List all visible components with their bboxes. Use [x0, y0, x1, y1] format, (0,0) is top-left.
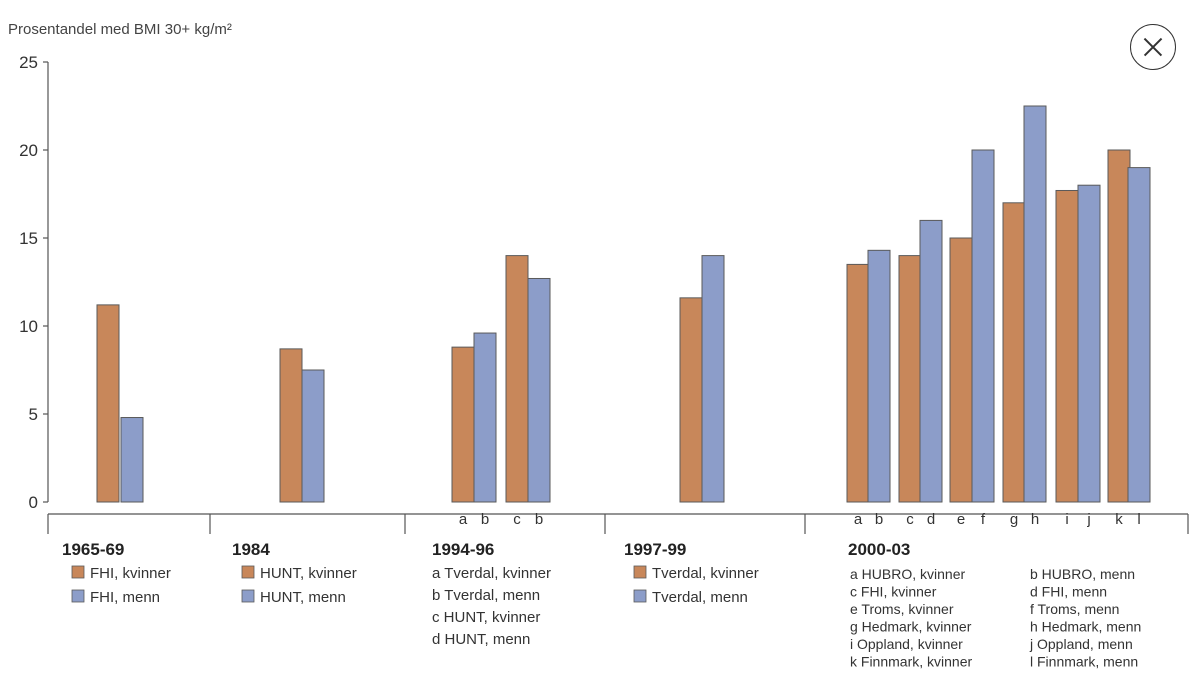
chart-legends: 1965-69 FHI, kvinner FHI, menn 1984 HUNT, kv…: [62, 540, 1141, 670]
bar-2000-03-g: [1002, 202, 1026, 503]
legend-swatch: [241, 565, 255, 579]
bar-2000-03-f: [971, 149, 995, 503]
bar-letter-label: c: [906, 511, 914, 528]
y-axis-title: Prosentandel med BMI 30+ kg/m²: [8, 21, 232, 38]
bar-2000-03-e: [949, 237, 973, 503]
legend-entry: j Oppland, menn: [1029, 636, 1133, 652]
bar-letter-label: l: [1137, 511, 1140, 528]
legend-entry: k Finnmark, kvinner: [850, 654, 972, 670]
legend-swatch: [241, 589, 255, 603]
legend-entry: f Troms, menn: [1030, 601, 1119, 617]
y-tick-label: 0: [29, 493, 38, 512]
legend-entry: d FHI, menn: [1030, 584, 1107, 600]
legend-entry: b Tverdal, menn: [432, 587, 540, 604]
bar-2000-03-b: [867, 249, 891, 503]
bar-2000-03-i: [1055, 189, 1079, 503]
bar-1994-96-a: [451, 346, 475, 503]
bar-letter-label: b: [535, 511, 543, 528]
chart-axes: 0 5 10 15 20 25: [19, 53, 1189, 534]
group-title: 1994-96: [432, 540, 494, 559]
legend-entry: FHI, kvinner: [90, 565, 171, 582]
legend-entry: FHI, menn: [90, 589, 160, 606]
bar-letter-label: g: [1010, 511, 1018, 528]
legend-entry: a Tverdal, kvinner: [432, 565, 551, 582]
legend-entry: HUNT, kvinner: [260, 565, 357, 582]
bar-letter-label: d: [927, 511, 935, 528]
bar-2000-03-k: [1107, 149, 1131, 503]
y-tick-label: 10: [19, 317, 38, 336]
group-title: 1997-99: [624, 540, 686, 559]
bar-2000-03-d: [919, 219, 943, 503]
bar-2000-03-a: [846, 263, 870, 503]
bar-letter-label: f: [981, 511, 986, 528]
legend-entry: Tverdal, kvinner: [652, 565, 759, 582]
bar-1997-99-menn: [701, 255, 725, 503]
group-title: 2000-03: [848, 540, 910, 559]
bar-2000-03-h: [1023, 105, 1047, 503]
bar-letter-label: a: [459, 511, 468, 528]
bar-1965-69-kvinner: [96, 304, 120, 503]
legend-entry: e Troms, kvinner: [850, 601, 954, 617]
group-title: 1965-69: [62, 540, 124, 559]
bar-letter-label: a: [854, 511, 863, 528]
bar-1984-menn: [301, 369, 325, 503]
bar-letter-label: e: [957, 511, 965, 528]
bar-1994-96-c: [505, 255, 529, 503]
legend-swatch: [71, 589, 85, 603]
close-button[interactable]: [1130, 24, 1176, 70]
bar-letter-label: b: [875, 511, 883, 528]
bar-letter-label: i: [1065, 511, 1068, 528]
bar-1984-kvinner: [279, 348, 303, 503]
legend-entry: l Finnmark, menn: [1030, 654, 1138, 670]
bar-2000-03-j: [1077, 184, 1101, 503]
legend-entry: g Hedmark, kvinner: [850, 619, 972, 635]
y-tick-label: 25: [19, 53, 38, 72]
legend-entry: d HUNT, menn: [432, 631, 530, 648]
bar-letter-label: b: [481, 511, 489, 528]
bar-letter-label: k: [1115, 511, 1123, 528]
legend-entry: c HUNT, kvinner: [432, 609, 540, 626]
bar-1994-96-b: [473, 332, 497, 503]
bar-letter-label: c: [513, 511, 521, 528]
bar-1965-69-menn: [120, 417, 144, 503]
legend-swatch: [71, 565, 85, 579]
legend-entry: i Oppland, kvinner: [850, 636, 963, 652]
bar-1997-99-kvinner: [679, 297, 703, 503]
group-title: 1984: [232, 540, 270, 559]
legend-entry: c FHI, kvinner: [850, 584, 937, 600]
bar-1994-96-b: [527, 277, 551, 503]
legend-swatch: [633, 565, 647, 579]
legend-entry: b HUBRO, menn: [1030, 566, 1135, 582]
bar-2000-03-l: [1127, 167, 1151, 503]
y-tick-label: 5: [29, 405, 38, 424]
legend-entry: HUNT, menn: [260, 589, 346, 606]
y-tick-label: 20: [19, 141, 38, 160]
legend-entry: a HUBRO, kvinner: [850, 566, 965, 582]
legend-entry: h Hedmark, menn: [1030, 619, 1141, 635]
bar-letter-label: h: [1031, 511, 1039, 528]
bar-2000-03-c: [898, 255, 922, 503]
bar-letter-label: j: [1086, 511, 1090, 528]
legend-entry: Tverdal, menn: [652, 589, 748, 606]
y-tick-label: 15: [19, 229, 38, 248]
legend-swatch: [633, 589, 647, 603]
